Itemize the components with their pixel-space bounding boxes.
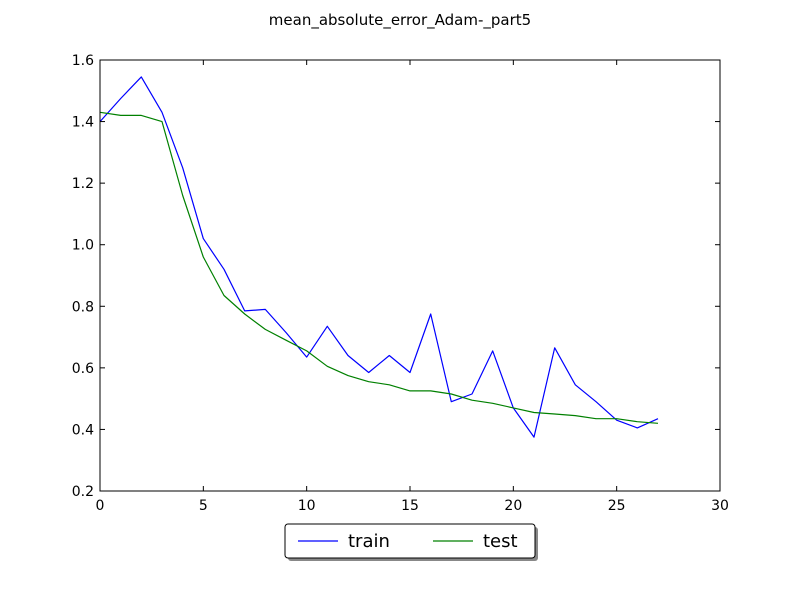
legend-box [284, 523, 536, 559]
y-tick-label: 1.0 [72, 238, 94, 254]
x-tick-label: 25 [608, 498, 626, 514]
series-line-test [99, 111, 659, 424]
series-layer [99, 76, 659, 438]
y-tick-label: 0.6 [72, 361, 94, 377]
y-tick-label: 1.2 [72, 176, 94, 192]
legend: train test [284, 523, 538, 561]
plot-frame [99, 59, 721, 492]
x-tick-label: 5 [199, 498, 208, 514]
legend-label-train: train [348, 531, 390, 552]
y-tick-label: 1.6 [72, 53, 94, 69]
x-tick-label: 15 [401, 498, 419, 514]
y-tick-label: 1.4 [72, 115, 94, 131]
y-tick-label: 0.8 [72, 299, 94, 315]
x-tick-label: 0 [96, 498, 105, 514]
x-tick-label: 20 [504, 498, 522, 514]
x-tick-label: 10 [298, 498, 316, 514]
axis-ticks: 0 5 10 15 20 25 30 0.2 0.4 0.6 0.8 1.0 1.2 1.4 1.6 [72, 53, 729, 514]
legend-label-test: test [483, 531, 518, 552]
series-line-train [99, 76, 659, 438]
chart-title: mean_absolute_error_Adam-_part5 [269, 11, 531, 30]
y-tick-label: 0.2 [72, 484, 94, 500]
y-tick-label: 0.4 [72, 422, 94, 438]
x-tick-label: 30 [711, 498, 729, 514]
